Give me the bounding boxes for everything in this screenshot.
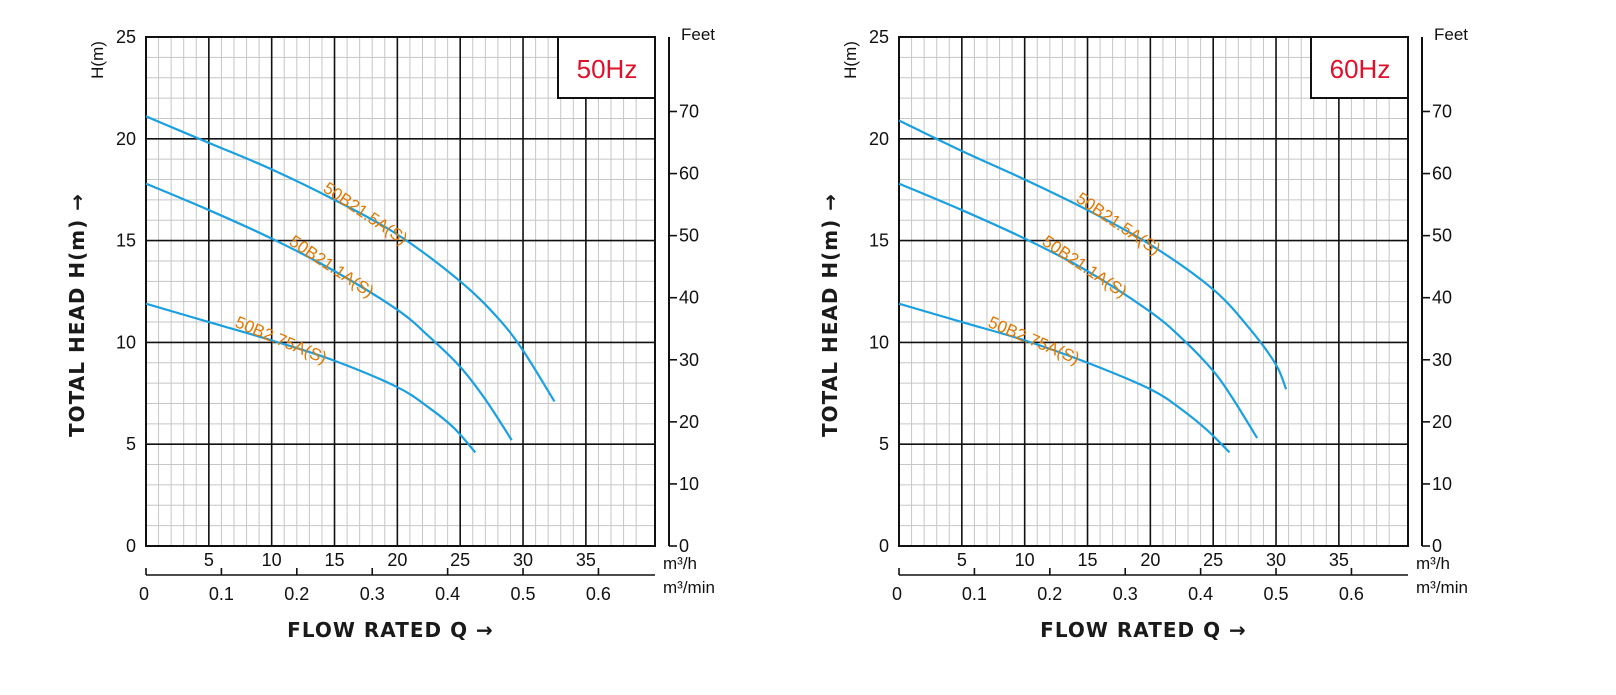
- plot-frame: [898, 36, 1409, 547]
- x2-tick-label: 0.6: [1339, 584, 1364, 604]
- curve-50B2.75A(S): [898, 302, 1231, 454]
- y-tick-label: 20: [869, 129, 889, 149]
- feet-tick-label: 10: [679, 474, 699, 494]
- x2-tick-label: 0: [139, 584, 149, 604]
- x-tick-label: 35: [576, 550, 596, 570]
- x2-tick-label: 0.6: [586, 584, 611, 604]
- x2-tick-label: 0: [892, 584, 902, 604]
- x2-tick-label: 0.4: [1188, 584, 1213, 604]
- y-tick-label: 5: [879, 434, 889, 454]
- feet-axis-title: Feet: [681, 25, 715, 44]
- frequency-label: 50Hz: [577, 54, 638, 84]
- feet-tick-label: 50: [1432, 226, 1452, 246]
- x-tick-label: 15: [325, 550, 345, 570]
- x2-tick-label: 0.1: [209, 584, 234, 604]
- x2-tick-label: 0.5: [511, 584, 536, 604]
- curve-50B21.1A(S): [145, 182, 513, 441]
- x2-tick-label: 0.1: [962, 584, 987, 604]
- y-tick-label: 25: [116, 27, 136, 47]
- chart-panel-50Hz: 0 5 10 15 20 25 H(m) TOTAL HEAD H(m) → 0 10 20 30 40…: [65, 25, 715, 642]
- feet-tick-label: 60: [679, 164, 699, 184]
- x-tick-label: 10: [262, 550, 282, 570]
- x-unit-primary: m³/h: [1416, 554, 1450, 573]
- feet-tick-label: 70: [1432, 101, 1452, 121]
- x2-tick-label: 0.2: [284, 584, 309, 604]
- y-tick-label: 0: [879, 536, 889, 556]
- feet-tick-label: 0: [679, 536, 689, 556]
- feet-tick-label: 60: [1432, 164, 1452, 184]
- feet-tick-label: 40: [679, 288, 699, 308]
- curve-label: 50B21.1A(S): [286, 232, 378, 302]
- frequency-box: [1310, 36, 1409, 99]
- y-tick-label: 10: [116, 332, 136, 352]
- y-tick-label: 15: [116, 231, 136, 251]
- x-axis-title: FLOW RATED Q →: [287, 618, 494, 642]
- curve-label: 50B21.1A(S): [1039, 232, 1130, 302]
- chart-panel-60Hz: 0 5 10 15 20 25 H(m) TOTAL HEAD H(m) → 0 10 20 30 40…: [818, 25, 1468, 642]
- feet-tick-label: 0: [1432, 536, 1442, 556]
- y-unit-label: H(m): [841, 41, 860, 79]
- feet-axis-title: Feet: [1434, 25, 1468, 44]
- x-tick-label: 25: [1203, 550, 1223, 570]
- x-tick-label: 25: [450, 550, 470, 570]
- feet-tick-label: 70: [679, 101, 699, 121]
- x-tick-label: 30: [513, 550, 533, 570]
- frequency-label: 60Hz: [1330, 54, 1391, 84]
- x-tick-label: 35: [1329, 550, 1349, 570]
- y-tick-label: 25: [869, 27, 889, 47]
- curve-50B21.5A(S): [898, 119, 1288, 390]
- x2-tick-label: 0.4: [435, 584, 460, 604]
- y-axis-title: TOTAL HEAD H(m) →: [65, 193, 89, 437]
- x2-tick-label: 0.5: [1264, 584, 1289, 604]
- curve-50B21.5A(S): [145, 115, 556, 403]
- curve-50B2.75A(S): [145, 302, 477, 454]
- x-unit-secondary: m³/min: [663, 578, 715, 597]
- x-unit-primary: m³/h: [663, 554, 697, 573]
- x-tick-label: 20: [387, 550, 407, 570]
- x-tick-label: 15: [1078, 550, 1098, 570]
- feet-tick-label: 20: [1432, 412, 1452, 432]
- feet-tick-label: 30: [1432, 350, 1452, 370]
- plot-frame: [145, 36, 656, 547]
- y-tick-label: 15: [869, 231, 889, 251]
- x-tick-label: 5: [204, 550, 214, 570]
- feet-tick-label: 30: [679, 350, 699, 370]
- x-axis-title: FLOW RATED Q →: [1040, 618, 1247, 642]
- x-unit-secondary: m³/min: [1416, 578, 1468, 597]
- frequency-box: [557, 36, 656, 99]
- feet-tick-label: 20: [679, 412, 699, 432]
- feet-tick-label: 50: [679, 226, 699, 246]
- y-unit-label: H(m): [88, 41, 107, 79]
- x2-tick-label: 0.3: [1113, 584, 1138, 604]
- y-tick-label: 5: [126, 434, 136, 454]
- x-tick-label: 5: [957, 550, 967, 570]
- x-tick-label: 10: [1015, 550, 1035, 570]
- x-tick-label: 20: [1140, 550, 1160, 570]
- y-axis-title: TOTAL HEAD H(m) →: [818, 193, 842, 437]
- y-tick-label: 10: [869, 332, 889, 352]
- feet-tick-label: 10: [1432, 474, 1452, 494]
- y-tick-label: 0: [126, 536, 136, 556]
- x-tick-label: 30: [1266, 550, 1286, 570]
- x2-tick-label: 0.3: [360, 584, 385, 604]
- curve-50B21.1A(S): [898, 182, 1259, 439]
- y-tick-label: 20: [116, 129, 136, 149]
- feet-tick-label: 40: [1432, 288, 1452, 308]
- x2-tick-label: 0.2: [1037, 584, 1062, 604]
